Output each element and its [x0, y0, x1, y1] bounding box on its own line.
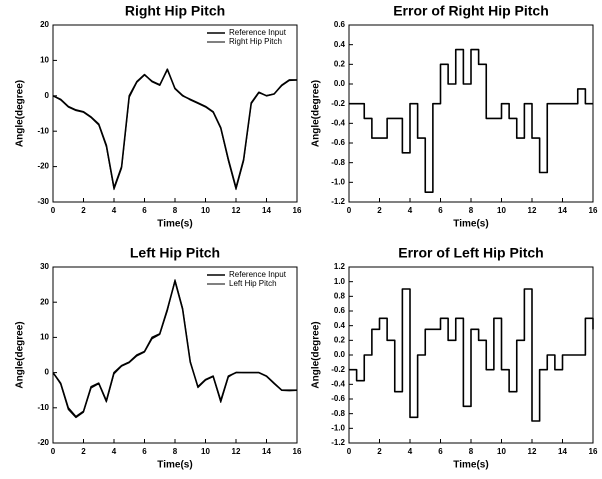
x-tick-label: 12 [232, 447, 241, 456]
y-tick-label: -10 [37, 126, 49, 135]
x-tick-label: 8 [469, 206, 474, 215]
data-line [349, 288, 594, 422]
data-line [52, 280, 297, 418]
x-tick-label: 2 [81, 206, 86, 215]
x-axis-label: Time(s) [157, 460, 192, 471]
x-tick-label: 10 [497, 447, 506, 456]
y-tick-label: 0.8 [334, 291, 346, 300]
x-tick-label: 8 [173, 447, 178, 456]
y-tick-label: -0.2 [331, 365, 345, 374]
x-tick-label: 2 [377, 206, 382, 215]
y-tick-label: 20 [40, 20, 49, 29]
y-tick-label: -10 [37, 403, 49, 412]
y-tick-label: -20 [37, 438, 49, 447]
x-tick-label: 0 [51, 447, 56, 456]
y-tick-label: 0.0 [334, 350, 346, 359]
y-tick-label: 10 [40, 56, 49, 65]
y-tick-label: -0.8 [331, 158, 345, 167]
data-line [52, 279, 298, 419]
chart-title: Right Hip Pitch [125, 3, 225, 19]
y-tick-label: -1.2 [331, 438, 345, 447]
plot-frame [348, 266, 594, 444]
y-tick-label: -1.2 [331, 197, 345, 206]
y-tick-label: -1.0 [331, 423, 345, 432]
x-tick-label: 12 [232, 206, 241, 215]
y-tick-label: 0.2 [334, 335, 346, 344]
y-tick-label: 0 [45, 91, 50, 100]
chart-title: Left Hip Pitch [130, 245, 220, 261]
x-tick-label: 2 [377, 447, 382, 456]
x-tick-label: 4 [112, 447, 117, 456]
x-axis-label: Time(s) [453, 460, 488, 471]
plot-frame [52, 266, 298, 444]
x-tick-label: 10 [201, 447, 210, 456]
x-tick-label: 16 [293, 206, 302, 215]
y-axis-label: Angle(degree) [15, 321, 26, 388]
x-axis-label: Time(s) [157, 219, 192, 230]
y-tick-label: 10 [40, 333, 49, 342]
y-tick-label: -30 [37, 197, 49, 206]
y-tick-label: -0.6 [331, 138, 345, 147]
y-tick-label: 1.2 [334, 262, 346, 271]
y-tick-label: 0 [45, 368, 50, 377]
legend-label: Reference Input [229, 28, 287, 37]
legend-label: Reference Input [229, 270, 287, 279]
y-tick-label: 0.6 [334, 20, 346, 29]
x-axis-label: Time(s) [453, 219, 488, 230]
y-tick-label: 20 [40, 297, 49, 306]
x-tick-label: 0 [347, 206, 352, 215]
x-tick-label: 4 [408, 206, 413, 215]
x-tick-label: 16 [293, 447, 302, 456]
x-tick-label: 8 [173, 206, 178, 215]
x-tick-label: 4 [112, 206, 117, 215]
x-tick-label: 12 [528, 206, 537, 215]
x-tick-label: 6 [438, 447, 443, 456]
x-tick-label: 6 [142, 447, 147, 456]
y-tick-label: -20 [37, 162, 49, 171]
x-tick-label: 0 [347, 447, 352, 456]
x-tick-label: 16 [589, 206, 598, 215]
x-tick-label: 2 [81, 447, 86, 456]
x-tick-label: 6 [438, 206, 443, 215]
plot-frame [348, 24, 594, 203]
data-line [349, 48, 593, 193]
x-tick-label: 10 [201, 206, 210, 215]
x-tick-label: 12 [528, 447, 537, 456]
y-tick-label: -0.4 [331, 118, 345, 127]
y-axis-label: Angle(degree) [311, 321, 322, 388]
y-tick-label: 0.6 [334, 306, 346, 315]
y-tick-label: 30 [40, 262, 49, 271]
x-tick-label: 14 [558, 206, 567, 215]
legend-label: Right Hip Pitch [229, 37, 282, 46]
data-line [52, 69, 298, 191]
x-tick-label: 8 [469, 447, 474, 456]
chart-title: Error of Left Hip Pitch [398, 245, 543, 261]
x-tick-label: 4 [408, 447, 413, 456]
y-tick-label: 0.2 [334, 59, 346, 68]
x-tick-label: 10 [497, 206, 506, 215]
y-tick-label: 0.4 [334, 321, 346, 330]
chart-title: Error of Right Hip Pitch [393, 3, 549, 19]
x-tick-label: 6 [142, 206, 147, 215]
y-tick-label: -0.4 [331, 379, 345, 388]
y-axis-label: Angle(degree) [15, 80, 26, 147]
x-tick-label: 14 [262, 206, 271, 215]
x-tick-label: 16 [589, 447, 598, 456]
y-tick-label: -0.6 [331, 394, 345, 403]
x-tick-label: 14 [558, 447, 567, 456]
x-tick-label: 0 [51, 206, 56, 215]
y-tick-label: 0.0 [334, 79, 346, 88]
y-tick-label: 1.0 [334, 277, 346, 286]
y-tick-label: -0.2 [331, 99, 345, 108]
x-tick-label: 14 [262, 447, 271, 456]
plot-frame [52, 24, 298, 203]
y-axis-label: Angle(degree) [311, 80, 322, 147]
legend-label: Left Hip Pitch [229, 279, 277, 288]
y-tick-label: -0.8 [331, 409, 345, 418]
y-tick-label: -1.0 [331, 177, 345, 186]
y-tick-label: 0.4 [334, 40, 346, 49]
